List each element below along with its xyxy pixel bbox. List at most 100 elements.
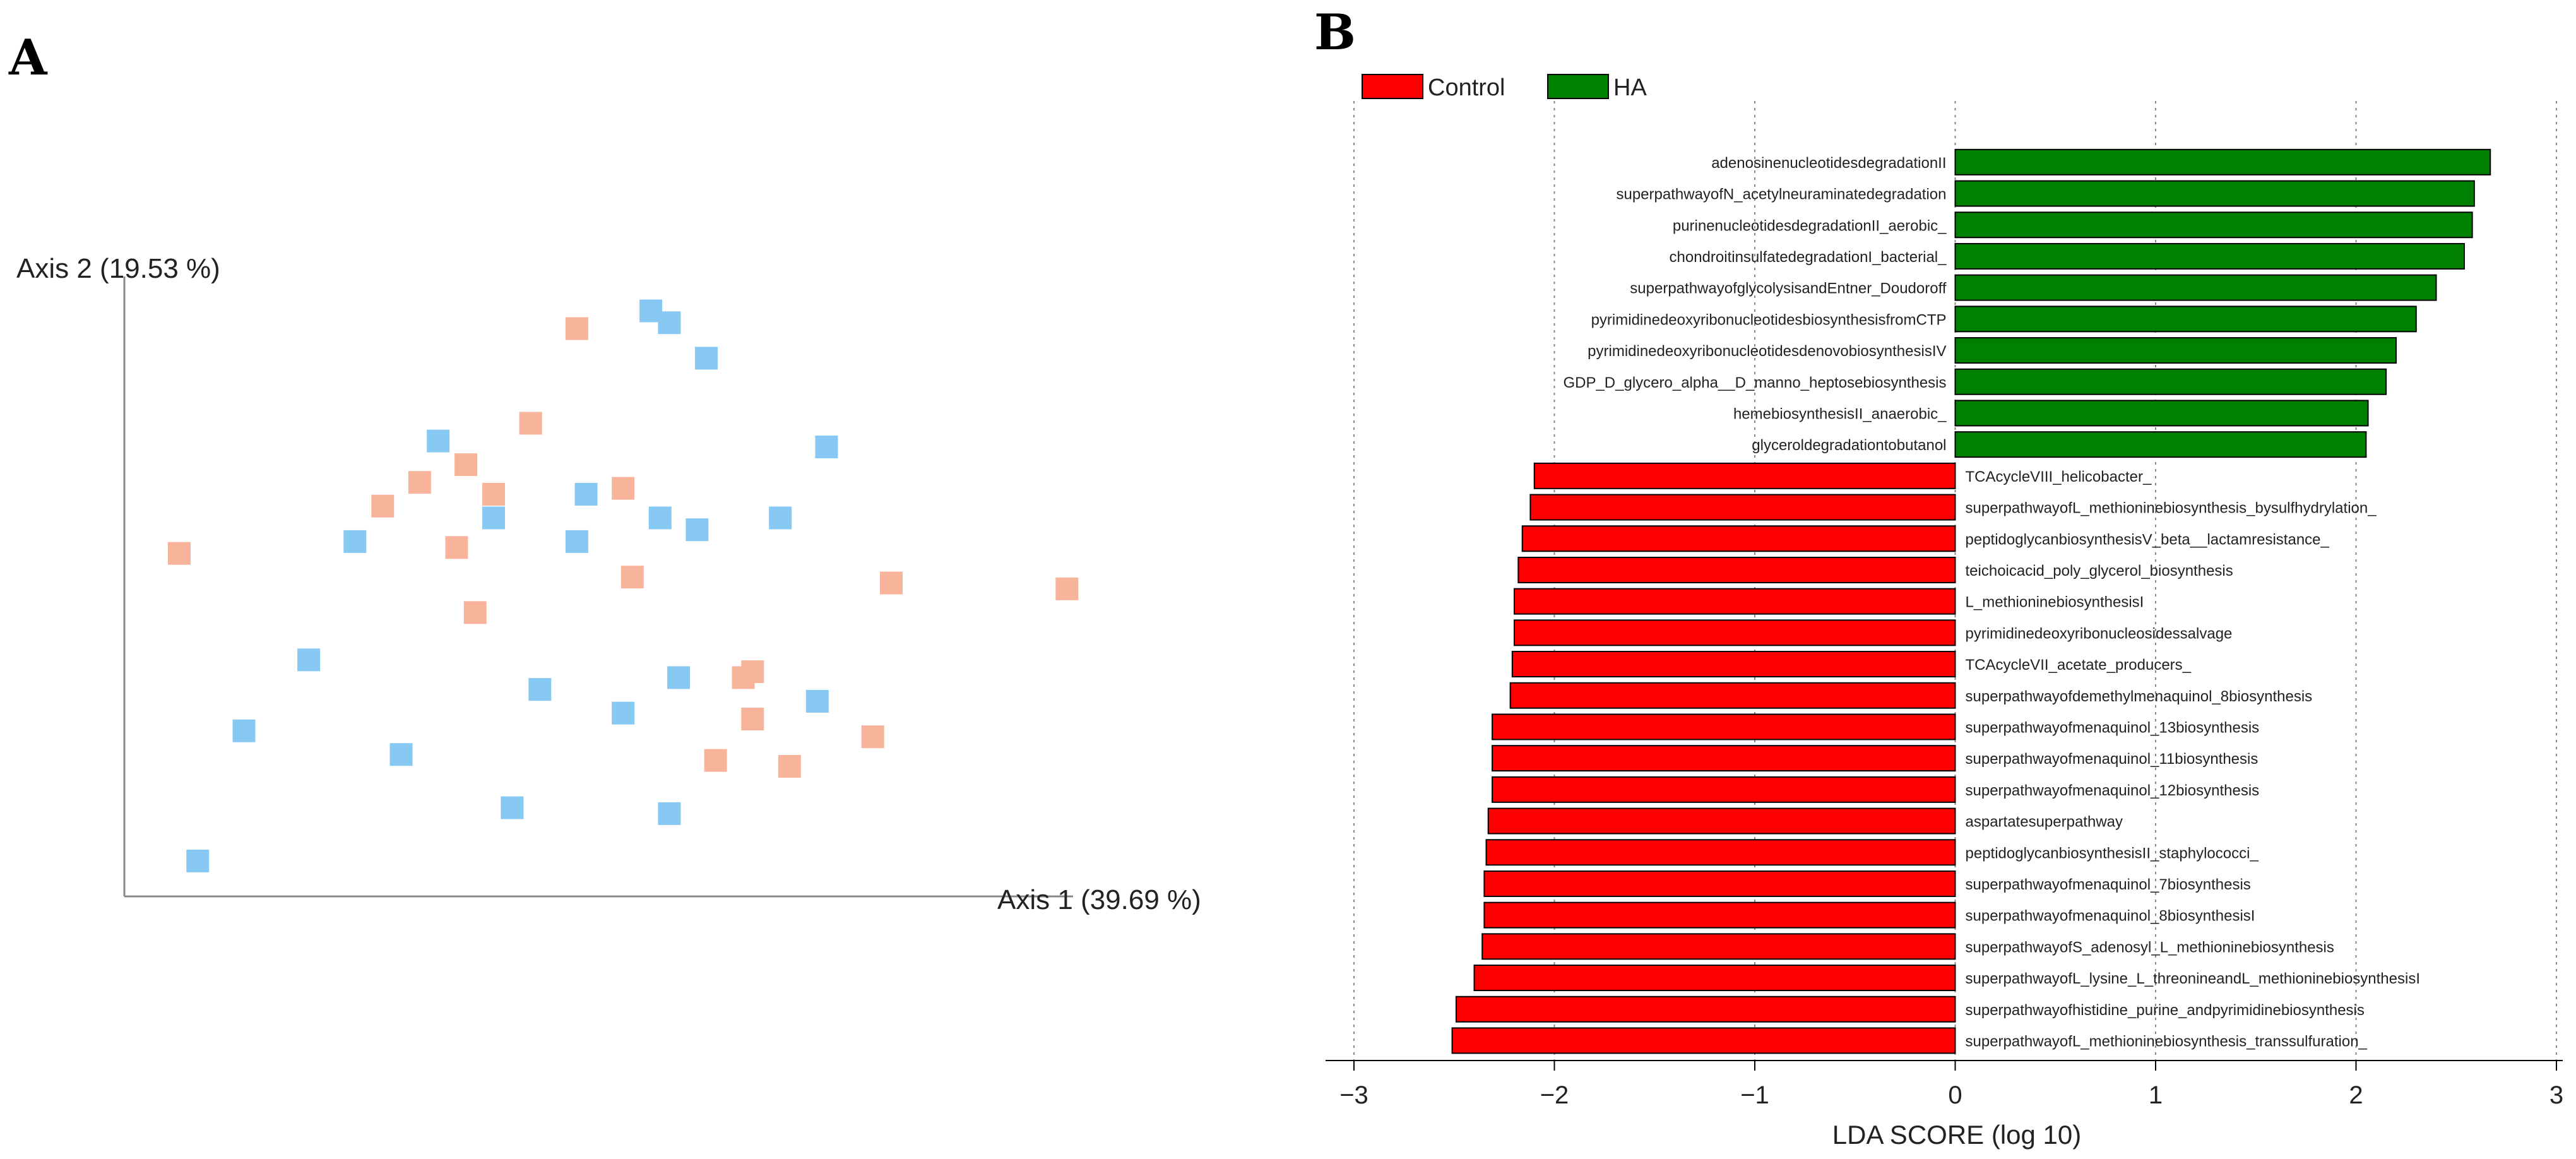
bar-label: pyrimidinedeoxyribonucleotidesdenovobios… [1588,343,1946,360]
scatter-point-blue [667,666,691,689]
scatter-point-blue [648,506,672,530]
bar-control [1533,462,1956,489]
bar-control [1511,651,1956,678]
scatter-point-blue [769,506,792,530]
bar-control [1483,870,1956,897]
bar-label: superpathwayofL_methioninebiosynthesis_b… [1966,500,2377,517]
scatter-point-orange [620,566,644,589]
bar-control [1473,965,1956,992]
lefse-legend: Control HA [1362,74,1647,101]
x-tick-label: −2 [1540,1081,1569,1109]
scatter-point-orange [778,754,801,778]
scatter-point-orange [741,708,764,731]
bar-label: superpathwayofglycolysisandEntner_Doudor… [1630,280,1947,297]
bar-ha [1954,368,2387,395]
legend-swatch-control [1362,74,1423,99]
bar-ha [1954,180,2475,207]
bar-label: glyceroldegradationtobutanol [1752,437,1946,454]
bar-control [1509,682,1956,709]
legend-label-control: Control [1428,74,1505,101]
bar-label: aspartatesuperpathway [1966,814,2123,831]
scatter-point-blue [297,648,321,672]
bar-ha [1954,211,2473,239]
bar-control [1492,713,1956,740]
bar-control [1529,494,1956,521]
lda-bar-chart: adenosinenucleotidesdegradationII superpa… [1326,101,2563,1150]
bar-label: superpathwayofL_lysine_L_threonineandL_m… [1966,970,2421,987]
bar-label: TCAcycleVIII_helicobacter_ [1966,468,2152,485]
lda-bars [1451,148,2491,1054]
bar-label: superpathwayofmenaquinol_13biosynthesis [1966,719,2260,736]
scatter-point-orange [704,749,727,772]
scatter-point-blue [686,518,709,542]
scatter-point-blue [658,311,681,335]
pcoa-scatter: Axis 2 (19.53 %) Axis 1 (39.69 %) [16,253,1201,915]
x-tick-label: 1 [2149,1081,2163,1109]
panel-a-letter: A [8,29,48,86]
pcoa-x-label: Axis 1 (39.69 %) [997,884,1201,915]
lda-ticks: −3 −2 −1 0 1 2 3 [1339,1061,2563,1109]
scatter-point-blue [482,506,506,530]
bar-control [1514,619,1956,646]
bar-label: TCAcycleVII_acetate_producers_ [1966,657,2192,674]
bar-label: peptidoglycanbiosynthesisV_beta__lactamr… [1966,531,2330,548]
bar-control [1485,839,1956,866]
scatter-point-orange [371,494,395,518]
scatter-point-blue [565,530,588,553]
bar-control [1492,776,1956,803]
bar-label: peptidoglycanbiosynthesisII_staphylococc… [1966,845,2259,862]
scatter-point-orange [861,725,884,749]
x-tick-label: 3 [2549,1081,2563,1109]
bar-control [1481,933,1956,960]
bar-label: chondroitinsulfatedegradationI_bacterial… [1670,249,1947,266]
bar-label: superpathwayofmenaquinol_8biosynthesisI [1966,908,2255,925]
x-tick-label: 0 [1948,1081,1962,1109]
x-tick-label: 2 [2349,1081,2363,1109]
bar-label: superpathwayofhistidine_purine_andpyrimi… [1966,1002,2365,1019]
bar-label: superpathwayofdemethylmenaquinol_8biosyn… [1966,688,2313,705]
bar-ha [1954,274,2437,301]
scatter-point-blue [574,482,598,506]
bar-label: pyrimidinedeoxyribonucleotidesbiosynthes… [1591,311,1947,328]
scatter-point-blue [695,347,718,370]
x-tick-label: −1 [1740,1081,1769,1109]
scatter-point-orange [482,482,506,506]
bar-label: superpathwayofS_adenosyl_L_methioninebio… [1966,939,2334,956]
scatter-point-orange [167,542,191,565]
legend-swatch-ha [1547,74,1609,99]
bar-label: adenosinenucleotidesdegradationII [1711,155,1946,172]
scatter-point-blue [528,678,552,701]
bar-control [1517,556,1956,583]
bar-ha [1954,431,2367,458]
scatter-point-blue [501,796,524,819]
bar-label: superpathwayofmenaquinol_7biosynthesis [1966,876,2251,893]
bar-control [1514,588,1956,615]
legend-label-ha: HA [1613,74,1647,101]
scatter-point-orange [1055,577,1079,600]
bar-control [1483,901,1956,929]
scatter-point-orange [880,571,903,595]
scatter-point-orange [612,477,635,500]
bar-control [1451,1027,1956,1054]
scatter-point-blue [805,689,829,713]
bar-label: L_methioninebiosynthesisI [1966,594,2144,611]
lda-x-label: LDA SCORE (log 10) [1832,1120,2082,1150]
bar-label: teichoicacid_poly_glycerol_biosynthesis [1966,562,2233,580]
bar-label: superpathwayofN_acetylneuraminatedegrada… [1616,186,1946,203]
scatter-point-orange [519,412,542,435]
scatter-point-blue [427,429,450,453]
scatter-points [167,299,1079,872]
bar-ha [1954,148,2491,175]
scatter-point-blue [815,435,838,458]
scatter-point-blue [186,849,210,872]
lda-bar-labels: adenosinenucleotidesdegradationII superpa… [1563,155,2420,1050]
bar-ha [1954,400,2369,427]
bar-ha [1954,242,2465,270]
bar-ha [1954,337,2397,364]
x-tick-label: −3 [1339,1081,1368,1109]
scatter-point-orange [463,601,487,624]
scatter-point-orange [445,536,468,559]
bar-label: GDP_D_glycero_alpha__D_manno_heptosebios… [1563,374,1946,391]
scatter-point-blue [232,719,256,742]
pcoa-y-label: Axis 2 (19.53 %) [16,253,220,284]
